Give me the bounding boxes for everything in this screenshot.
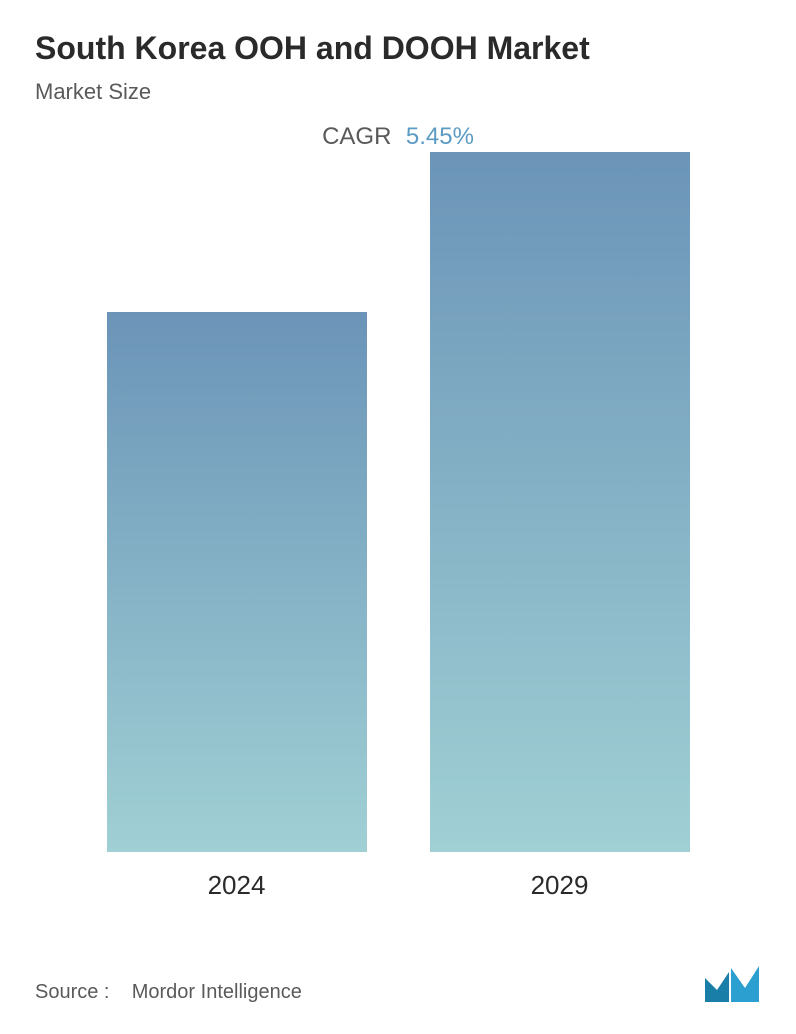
cagr-container: CAGR 5.45%	[35, 123, 761, 151]
source-label: Source :	[35, 981, 109, 1003]
bar-group-2029: 2029	[430, 152, 690, 901]
source-text: Source : Mordor Intelligence	[35, 981, 302, 1004]
cagr-label: CAGR	[322, 123, 391, 150]
chart-title: South Korea OOH and DOOH Market	[35, 30, 761, 67]
cagr-value: 5.45%	[406, 123, 474, 150]
chart-area: 2024 2029	[35, 181, 761, 901]
bar-2029	[430, 152, 690, 852]
chart-subtitle: Market Size	[35, 79, 761, 105]
mordor-logo-icon	[703, 964, 761, 1004]
source-name: Mordor Intelligence	[132, 981, 302, 1003]
footer: Source : Mordor Intelligence	[35, 964, 761, 1004]
bar-group-2024: 2024	[107, 312, 367, 901]
bar-2024	[107, 312, 367, 852]
bar-label-2029: 2029	[531, 870, 589, 901]
bar-label-2024: 2024	[208, 870, 266, 901]
